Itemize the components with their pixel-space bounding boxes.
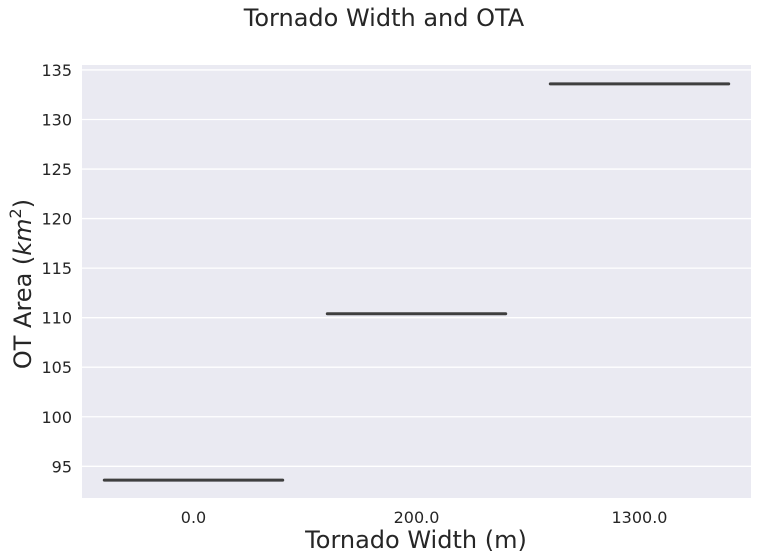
y-axis-title: OT Area (km2) <box>6 199 37 369</box>
grid-lines <box>82 69 751 467</box>
y-axis-title-prefix: OT Area ( <box>9 256 37 369</box>
y-tick-label: 120 <box>41 210 72 229</box>
y-axis-title-var: km <box>9 218 37 255</box>
y-tick-label: 130 <box>41 110 72 129</box>
y-tick-label: 105 <box>41 358 72 377</box>
y-axis-title-suffix: ) <box>9 199 37 208</box>
plot-area <box>82 65 751 498</box>
y-tick-label: 135 <box>41 61 72 80</box>
y-tick-labels: 95 100 105 110 115 120 125 130 135 <box>41 61 72 476</box>
x-tick-label: 200.0 <box>394 508 440 527</box>
x-tick-label: 0.0 <box>181 508 206 527</box>
y-tick-label: 110 <box>41 309 72 328</box>
chart-title: Tornado Width and OTA <box>243 4 525 32</box>
x-tick-label: 1300.0 <box>612 508 668 527</box>
y-axis-title-sup: 2 <box>6 208 25 218</box>
y-tick-label: 100 <box>41 408 72 427</box>
y-tick-label: 115 <box>41 259 72 278</box>
y-tick-label: 95 <box>52 457 72 476</box>
x-axis-title: Tornado Width (m) <box>304 526 527 554</box>
y-tick-label: 125 <box>41 160 72 179</box>
series-marks <box>102 82 731 482</box>
x-tick-labels: 0.0 200.0 1300.0 <box>181 508 668 527</box>
